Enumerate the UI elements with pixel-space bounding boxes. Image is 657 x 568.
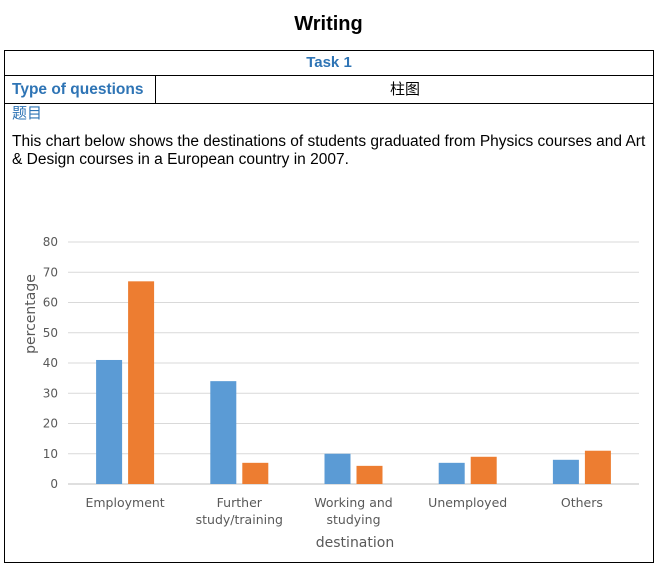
bar-physics-3 [324,453,351,484]
page-title: Writing [294,13,363,35]
bar-art-design-2 [242,462,269,484]
x-tick-label: Unemployed [428,495,507,510]
bar-physics-2 [210,381,237,484]
bar-art-design-3 [356,465,383,484]
type-label: Type of questions [5,76,156,103]
bar-physics-1 [96,359,123,484]
x-tick-label: Employment [85,495,164,510]
y-tick-label: 50 [43,326,58,340]
bar-physics-5 [552,459,579,484]
bar-physics-4 [438,462,465,484]
question-table: Task 1 Type of questions 柱图 题目 This char… [4,50,654,563]
bars [96,281,611,484]
question-prompt: This chart below shows the destinations … [12,133,646,168]
y-tick-label: 80 [43,235,58,249]
x-tick-label: Others [561,495,603,510]
y-axis-title: percentage [23,274,39,354]
y-tick-label: 40 [43,356,58,370]
y-tick-label: 20 [43,417,58,431]
section-label: 题目 [12,104,43,122]
y-tick-label: 70 [43,265,58,279]
x-tick-label: studying [327,512,381,527]
y-tick-label: 60 [43,296,58,310]
grid-lines [68,241,639,485]
task-heading: Task 1 [5,51,653,76]
x-tick-label: Working and [314,495,392,510]
bar-chart: 0 10 20 30 40 50 60 70 80 Employment Further study… [23,235,639,551]
y-tick-label: 0 [50,477,58,491]
bar-art-design-1 [128,281,155,484]
type-row: Type of questions 柱图 [5,76,653,104]
y-tick-label: 30 [43,386,58,400]
y-tick-labels: 0 10 20 30 40 50 60 70 80 [43,235,58,491]
x-tick-label: study/training [196,512,283,527]
x-tick-labels: Employment Further study/training Working a… [85,495,602,527]
x-axis-title: destination [316,535,394,551]
y-tick-label: 10 [43,447,58,461]
type-value: 柱图 [389,81,420,98]
bar-art-design-5 [584,450,611,484]
bar-art-design-4 [470,456,497,484]
x-tick-label: Further [217,495,263,510]
